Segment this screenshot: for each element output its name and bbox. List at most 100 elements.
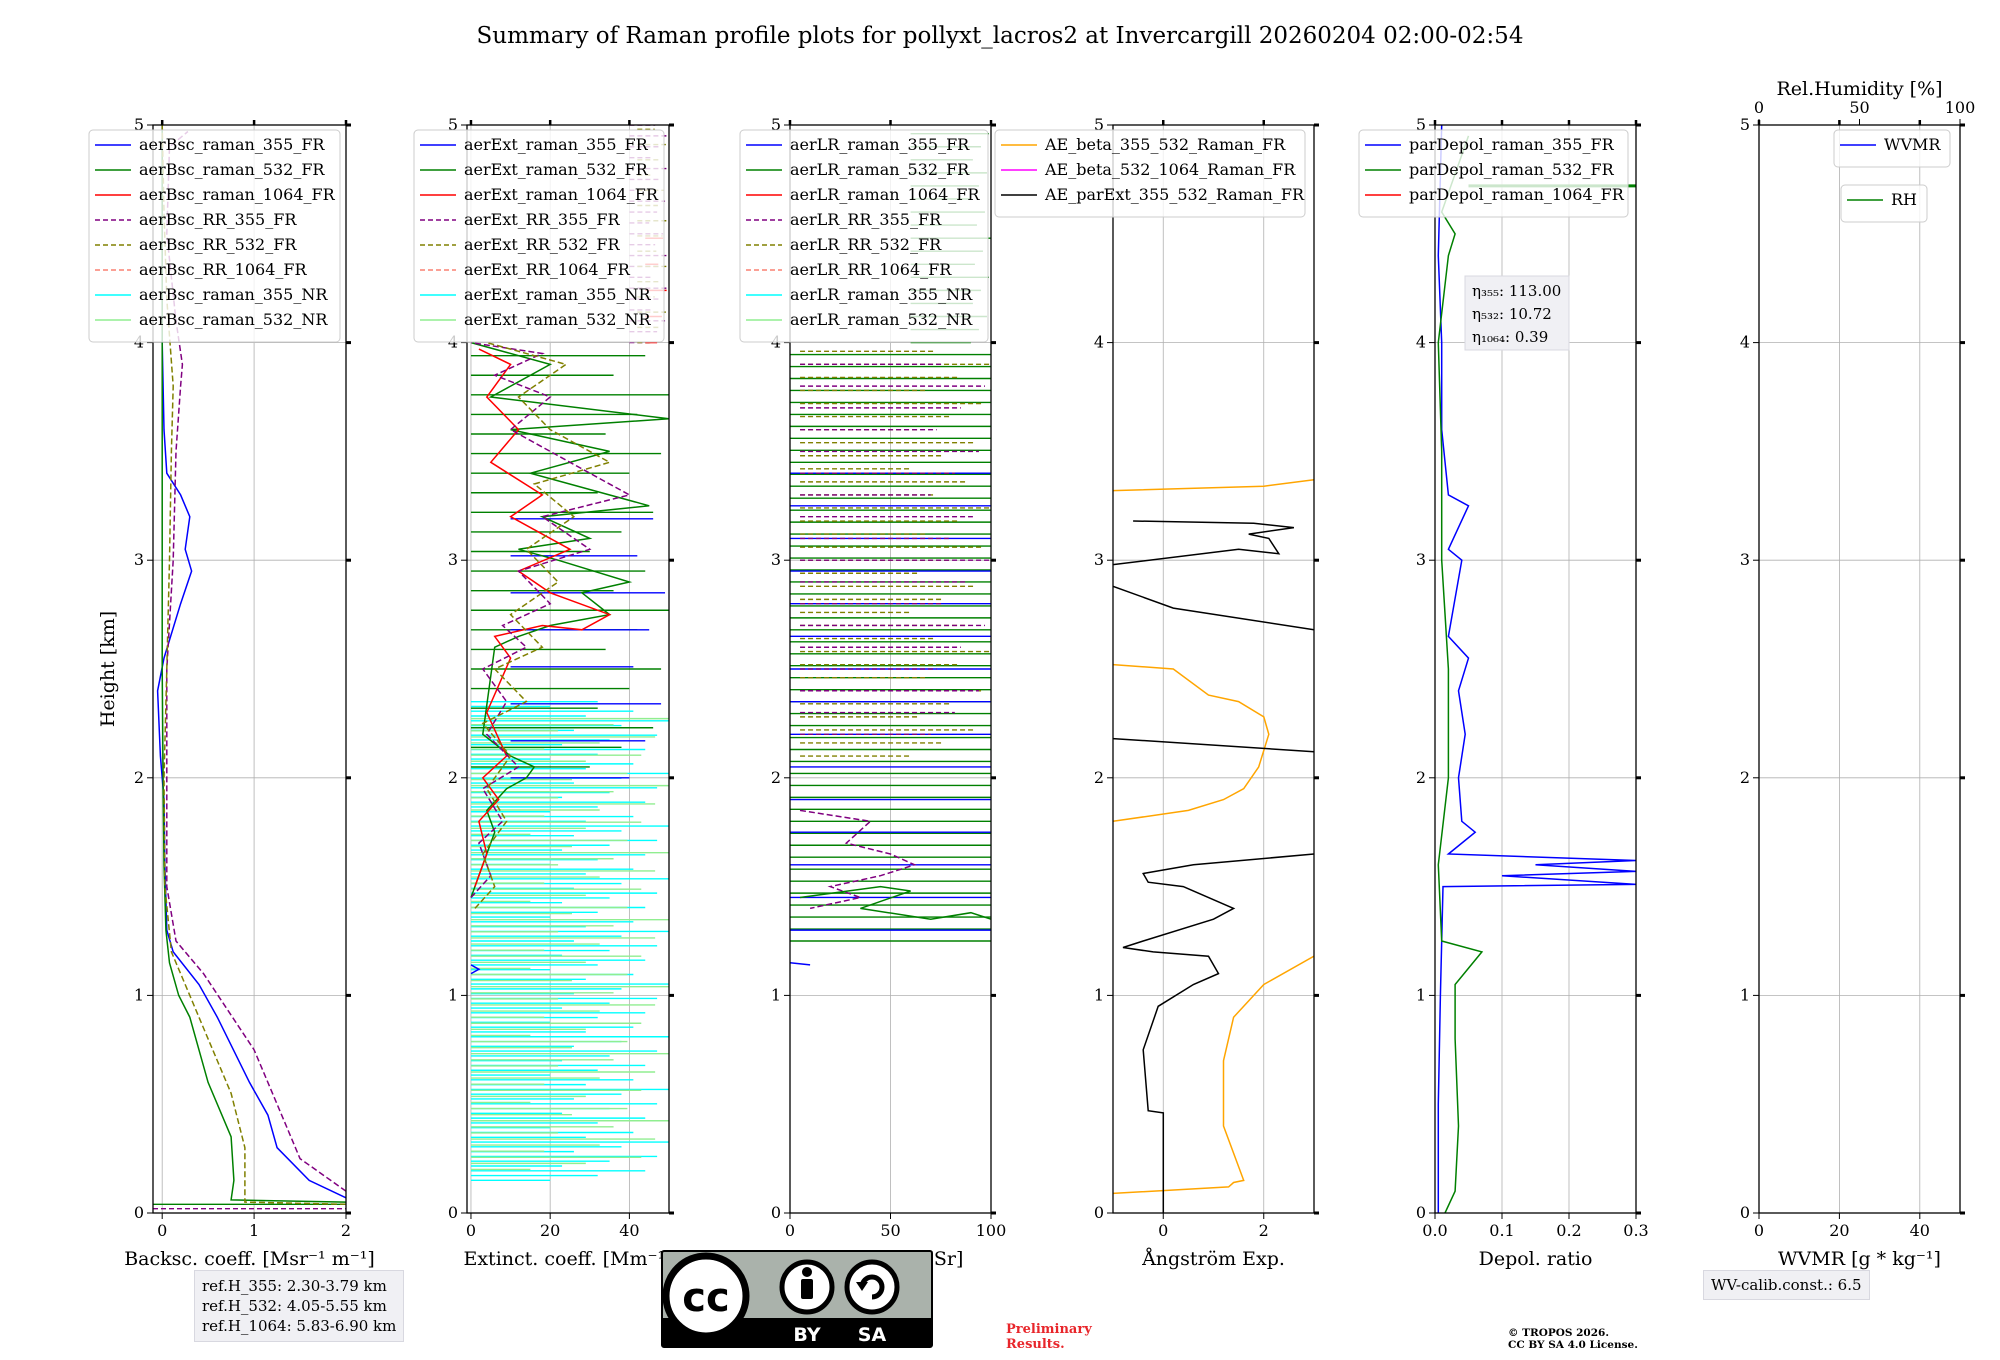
ref-height-532: ref.H_532: 4.05-5.55 km — [202, 1297, 387, 1315]
legend-entry: aerBsc_RR_1064_FR — [139, 260, 308, 279]
x-tick-label: 2 — [341, 1221, 351, 1240]
legend-entry: aerLR_RR_355_FR — [790, 210, 942, 229]
ref-height-1064: ref.H_1064: 5.83-6.90 km — [202, 1317, 397, 1335]
annotation-frame — [1464, 275, 1570, 351]
legend-entry: aerExt_raman_532_FR — [464, 160, 649, 179]
x-axis-label: Backsc. coeff. [Msr⁻¹ m⁻¹] — [124, 1248, 375, 1270]
x-tick-label: 40 — [619, 1221, 639, 1240]
axes-frame — [1112, 124, 1315, 1214]
cc-by-label: BY — [793, 1324, 820, 1346]
y-tick-label: 1 — [1094, 985, 1104, 1004]
x-axis-label: Extinct. coeff. [Mm⁻¹] — [463, 1248, 672, 1270]
y-tick-label: 3 — [1740, 550, 1750, 569]
axes-frame — [1758, 124, 1961, 1214]
series-AE_beta_355_532_Raman_FR — [1113, 663, 1270, 823]
y-tick-label: 1 — [448, 985, 458, 1004]
legend-entry: aerBsc_raman_1064_FR — [139, 185, 336, 204]
y-tick-label: 5 — [1094, 115, 1104, 134]
x-axis-label: WVMR [g * kg⁻¹] — [1778, 1248, 1941, 1270]
legend-frame — [1840, 184, 1928, 223]
legend: parDepol_raman_355_FR parDepol_raman_532_… — [1358, 129, 1629, 218]
legend-entry: WVMR — [1884, 135, 1941, 154]
eta-line: η₅₃₂: 10.72 — [1472, 305, 1552, 323]
y-tick-label: 5 — [771, 115, 781, 134]
y-tick-label: 2 — [771, 768, 781, 787]
axes-frame — [466, 124, 670, 1214]
legend: aerLR_raman_355_FR aerLR_raman_532_FR aerL… — [739, 129, 989, 343]
y-tick-label: 2 — [134, 768, 144, 787]
legend-entry: parDepol_raman_532_FR — [1409, 160, 1615, 179]
cc-logo-text: cc — [682, 1275, 729, 1321]
legend-entry: parDepol_raman_1064_FR — [1409, 185, 1625, 204]
x-tick-label: 0 — [1754, 1221, 1764, 1240]
eta-annotation: η₃₅₅: 113.00 η₅₃₂: 10.72 η₁₀₆₄: 0.39 — [1464, 275, 1570, 351]
legend-entry: aerExt_raman_355_FR — [464, 135, 649, 154]
y-tick-label: 5 — [448, 115, 458, 134]
x-tick-label: 0.0 — [1422, 1221, 1447, 1240]
top-axis-label: Rel.Humidity [%] — [1776, 78, 1942, 100]
series-AE_parExt_355_532_Raman_FR — [1113, 737, 1314, 753]
x-tick-label: 1 — [249, 1221, 259, 1240]
legend-frame — [1833, 129, 1951, 168]
y-tick-label: 0 — [1740, 1203, 1750, 1222]
series-aerExt_raman_532_FR — [470, 341, 669, 898]
series-AE_parExt_355_532_Raman_FR — [1122, 853, 1314, 1213]
legend-entry: aerBsc_RR_532_FR — [139, 235, 297, 254]
y-tick-label: 1 — [771, 985, 781, 1004]
x-tick-label: 20 — [1829, 1221, 1849, 1240]
legend-entry: AE_beta_532_1064_Raman_FR — [1044, 160, 1296, 179]
top-tick-label: 50 — [1849, 98, 1869, 117]
x-tick-label: 0.2 — [1556, 1221, 1581, 1240]
y-tick-label: 0 — [448, 1203, 458, 1222]
legend-frame — [88, 129, 341, 343]
legend-entry: aerExt_raman_355_NR — [464, 285, 652, 304]
series-aerLR_RR_355_FR — [799, 809, 917, 910]
x-axis-label: Ångström Exp. — [1141, 1248, 1285, 1270]
top-tick-label: 0 — [1754, 98, 1764, 117]
x-tick-label: 0.1 — [1489, 1221, 1514, 1240]
y-tick-label: 4 — [1740, 333, 1750, 352]
series-aerLR_raman_532_FR — [799, 885, 991, 920]
x-tick-label: 40 — [1910, 1221, 1930, 1240]
x-axis-label: Depol. ratio — [1479, 1248, 1593, 1270]
y-tick-label: 2 — [1740, 768, 1750, 787]
series-aerBsc_raman_532_FR — [161, 125, 346, 1203]
legend-frame — [413, 129, 665, 343]
axes-frame — [152, 124, 347, 1214]
y-tick-label: 4 — [1094, 333, 1104, 352]
y-tick-label: 1 — [1416, 985, 1426, 1004]
y-tick-label: 2 — [1094, 768, 1104, 787]
panel-ext: 02040012345Extinct. coeff. [Mm⁻¹]aerExt_… — [413, 115, 674, 1270]
series-aerBsc_raman_355_FR — [156, 125, 346, 1199]
legend: AE_beta_355_532_Raman_FR AE_beta_532_1064… — [994, 129, 1306, 218]
legend-frame — [1358, 129, 1629, 218]
series-aerLR_raman_355_FR — [790, 962, 811, 966]
y-tick-label: 1 — [134, 985, 144, 1004]
panel-depol: 0.0 0.1 0.2 0.3 0 1 2 3 4 5 Depol. ratio parDepol_r… — [1358, 115, 1649, 1270]
x-tick-label: 2 — [1259, 1221, 1269, 1240]
legend-entry: aerExt_RR_532_FR — [464, 235, 621, 254]
series-aerExt_raman_355_FR — [470, 964, 481, 975]
legend: aerBsc_raman_355_FR aerBsc_raman_532_FRae… — [88, 129, 341, 343]
y-tick-label: 3 — [771, 550, 781, 569]
y-tick-label: 5 — [1416, 115, 1426, 134]
y-tick-label: 5 — [1740, 115, 1750, 134]
legend-entry: aerBsc_raman_532_NR — [139, 310, 328, 329]
series-AE_beta_355_532_Raman_FR — [1113, 955, 1314, 1195]
series-aerExt_RR_355_FR — [470, 341, 632, 899]
legend-entry: aerLR_RR_1064_FR — [790, 260, 952, 279]
y-tick-label: 3 — [1416, 550, 1426, 569]
x-tick-label: 0 — [1158, 1221, 1168, 1240]
copyright-line-1: © TROPOS 2026. — [1508, 1327, 1610, 1339]
legend-entry: aerExt_RR_355_FR — [464, 210, 621, 229]
share-alike-icon — [844, 1259, 900, 1315]
y-tick-label: 2 — [448, 768, 458, 787]
eta-line: η₃₅₅: 113.00 — [1472, 282, 1561, 300]
x-tick-label: 20 — [540, 1221, 560, 1240]
copyright-notice: © TROPOS 2026. CC BY SA 4.0 License. — [1508, 1327, 1638, 1351]
legend-frame — [994, 129, 1306, 218]
legend-entry: RH — [1891, 190, 1917, 209]
y-tick-label: 3 — [448, 550, 458, 569]
x-tick-label: 0 — [157, 1221, 167, 1240]
